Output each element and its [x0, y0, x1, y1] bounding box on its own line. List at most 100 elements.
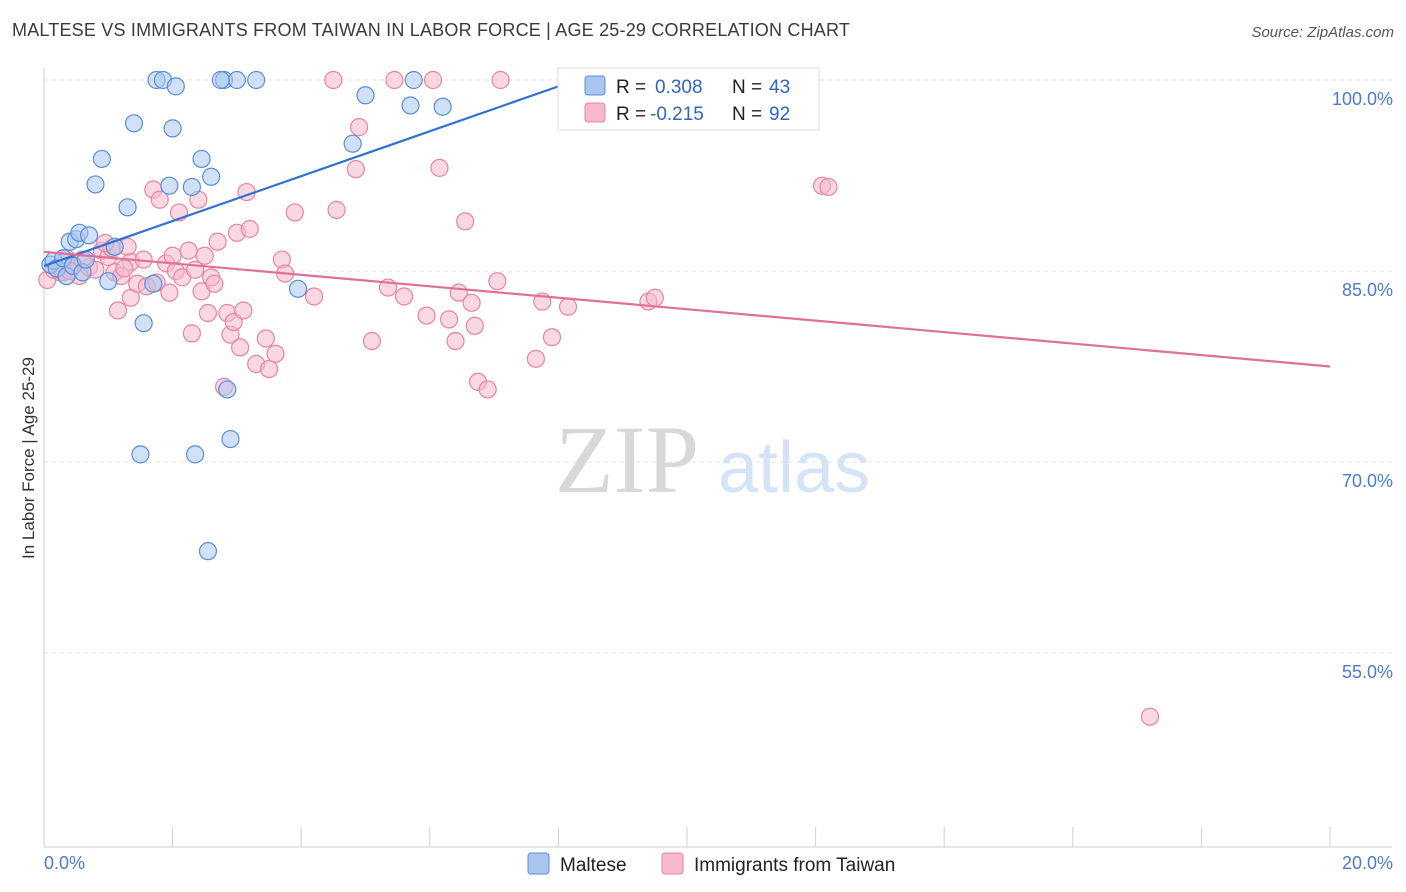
data-point [343, 134, 362, 153]
data-point [234, 301, 253, 320]
chart-title: MALTESE VS IMMIGRANTS FROM TAIWAN IN LAB… [12, 20, 851, 40]
bottom-legend-maltese-swatch [527, 852, 550, 875]
data-point [211, 70, 230, 90]
axes [43, 68, 1392, 848]
data-point [205, 274, 224, 293]
bottom-legend-taiwan-label: Immigrants from Taiwan [694, 855, 895, 876]
data-point [401, 96, 420, 115]
stats-legend: R = 0.308 N = 43 R = -0.215 N = 92 [557, 67, 820, 131]
data-point [456, 212, 475, 231]
data-point [240, 219, 259, 239]
y-axis-label: In Labor Force | Age 25-29 [19, 357, 38, 559]
data-point [186, 445, 205, 464]
trend-line-0 [43, 85, 559, 267]
data-point [404, 70, 423, 90]
data-point [356, 86, 375, 105]
data-point [86, 175, 105, 194]
data-point [256, 329, 275, 348]
data-point [99, 272, 118, 291]
data-point [327, 200, 346, 219]
x-tick-label: 20.0% [1342, 853, 1393, 873]
data-point [433, 97, 452, 116]
data-point [198, 303, 218, 323]
data-point [542, 328, 562, 347]
data-point [144, 274, 163, 293]
data-point [208, 232, 227, 251]
y-tick-label: 85.0% [1342, 280, 1393, 300]
x-tick-label: 0.0% [44, 853, 85, 873]
data-point [324, 70, 343, 90]
data-point [346, 160, 365, 179]
legend-taiwan-n-value: 92 [769, 104, 790, 125]
data-point [417, 306, 436, 325]
data-point [488, 272, 507, 291]
data-point [131, 445, 150, 464]
grid-lines [44, 79, 1392, 654]
data-point [118, 198, 137, 217]
data-point [362, 331, 382, 351]
data-point [163, 119, 182, 138]
y-tick-label: 55.0% [1342, 662, 1393, 682]
data-point [266, 344, 285, 363]
data-point [202, 167, 221, 186]
source-label: Source: ZipAtlas.com [1251, 24, 1394, 41]
bottom-legend-taiwan-swatch [661, 852, 684, 875]
data-point [166, 77, 185, 96]
legend-taiwan-swatch [584, 102, 606, 123]
bottom-legend-maltese-label: Maltese [560, 855, 627, 876]
data-point [259, 359, 279, 379]
data-point [231, 338, 250, 357]
data-point [526, 349, 545, 368]
data-point [198, 542, 218, 561]
data-point [108, 301, 128, 320]
data-point [423, 70, 443, 90]
legend-maltese-swatch [584, 75, 606, 96]
trend-lines [43, 85, 1331, 368]
data-point [160, 283, 179, 302]
data-point [288, 279, 308, 298]
data-point [92, 149, 111, 169]
data-point [645, 288, 664, 307]
series-maltese-points [41, 70, 452, 561]
data-point [115, 259, 134, 278]
data-point [247, 70, 266, 90]
y-tick-label: 100.0% [1332, 89, 1393, 109]
data-point [218, 380, 237, 399]
data-point [227, 70, 246, 90]
data-point [446, 331, 465, 351]
data-point [1140, 707, 1160, 726]
data-point [221, 429, 240, 449]
data-point [819, 177, 838, 197]
watermark-zip: ZIP [555, 406, 699, 513]
data-point [179, 241, 198, 260]
legend-maltese-n-label: N = [732, 77, 762, 98]
trend-line-1 [43, 250, 1331, 368]
data-point [349, 118, 369, 137]
legend-maltese-n-value: 43 [769, 77, 790, 98]
data-point [478, 380, 497, 399]
legend-taiwan-r-value: -0.215 [650, 104, 704, 125]
data-point [182, 177, 201, 197]
data-point [124, 114, 144, 133]
data-point [465, 316, 484, 335]
data-point [385, 70, 404, 90]
legend-maltese-r-value: 0.308 [655, 77, 703, 98]
data-point [150, 190, 169, 209]
data-point [462, 293, 481, 312]
data-point [163, 246, 182, 265]
data-point [285, 203, 304, 222]
bottom-legend: Maltese Immigrants from Taiwan [527, 852, 895, 876]
data-point [192, 149, 211, 169]
data-point [558, 297, 578, 316]
data-point [394, 287, 414, 306]
legend-taiwan-r-label: R = [616, 104, 646, 125]
data-point [430, 158, 449, 177]
y-tick-label: 70.0% [1342, 471, 1393, 491]
data-point [491, 70, 510, 90]
data-point [134, 314, 153, 333]
tick-labels: 100.0% 85.0% 70.0% 55.0% 0.0% 20.0% [44, 89, 1393, 873]
legend-maltese-r-label: R = [616, 77, 646, 98]
data-point [182, 324, 201, 343]
legend-taiwan-n-label: N = [732, 104, 762, 125]
